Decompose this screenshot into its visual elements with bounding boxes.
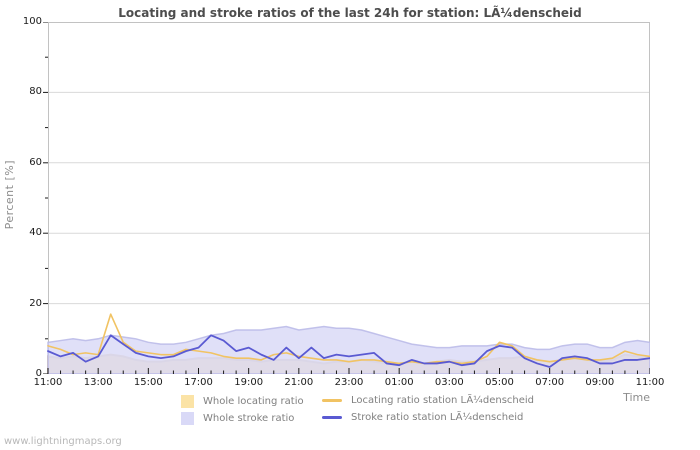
x-tick-label: 13:00 xyxy=(83,377,113,388)
x-tick-label: 19:00 xyxy=(234,377,264,388)
line-locating-ratio-station xyxy=(47,313,650,365)
chart-title: Locating and stroke ratios of the last 2… xyxy=(118,6,582,20)
legend-item-stroke-station: Stroke ratio station LÃ¼denscheid xyxy=(322,412,523,423)
legend-item-locating-station: Locating ratio station LÃ¼denscheid xyxy=(322,395,534,406)
x-tick-label: 07:00 xyxy=(535,377,565,388)
legend-label: Whole locating ratio xyxy=(203,396,304,407)
y-tick-labels: 0 20 40 60 80 100 xyxy=(0,16,42,379)
locating-line-swatch-icon xyxy=(322,399,342,402)
y-tick-label: 0 xyxy=(35,368,42,379)
x-tick-label: 21:00 xyxy=(284,377,314,388)
x-tick-label: 11:00 xyxy=(33,377,63,388)
x-tick-labels: 11:00 13:00 15:00 17:00 19:00 21:00 23:00 01:00… xyxy=(34,377,665,390)
watermark: www.lightningmaps.org xyxy=(4,436,122,447)
whole-locating-swatch-icon xyxy=(181,395,194,408)
x-tick-label: 05:00 xyxy=(485,377,514,388)
x-tick-label: 01:00 xyxy=(384,377,414,388)
x-tick-label: 17:00 xyxy=(184,377,213,388)
x-axis-label: Time xyxy=(623,391,650,404)
y-tick-label: 100 xyxy=(22,16,42,27)
x-tick-label: 11:00 xyxy=(635,377,665,388)
y-tick-label: 20 xyxy=(29,297,42,309)
stroke-line-swatch-icon xyxy=(322,416,342,419)
line-stroke-ratio-station xyxy=(47,334,650,368)
legend-label: Whole stroke ratio xyxy=(203,413,295,424)
x-tick-label: 09:00 xyxy=(585,377,615,388)
x-tick-label: 03:00 xyxy=(434,377,464,388)
area-whole-stroke-ratio xyxy=(47,325,650,374)
plot-svg xyxy=(43,22,650,374)
plot-border xyxy=(48,22,650,374)
y-tick-label: 40 xyxy=(29,227,42,239)
legend-item-whole-locating: Whole locating ratio xyxy=(181,395,304,408)
y-tick-label: 80 xyxy=(29,86,42,98)
legend-label: Stroke ratio station LÃ¼denscheid xyxy=(351,412,524,423)
legend-label: Locating ratio station LÃ¼denscheid xyxy=(351,395,535,406)
legend-item-whole-stroke: Whole stroke ratio xyxy=(181,412,294,425)
whole-stroke-swatch-icon xyxy=(181,412,194,425)
x-tick-label: 15:00 xyxy=(133,377,163,388)
x-tick-label: 23:00 xyxy=(334,377,364,388)
y-tick-label: 60 xyxy=(29,156,42,168)
